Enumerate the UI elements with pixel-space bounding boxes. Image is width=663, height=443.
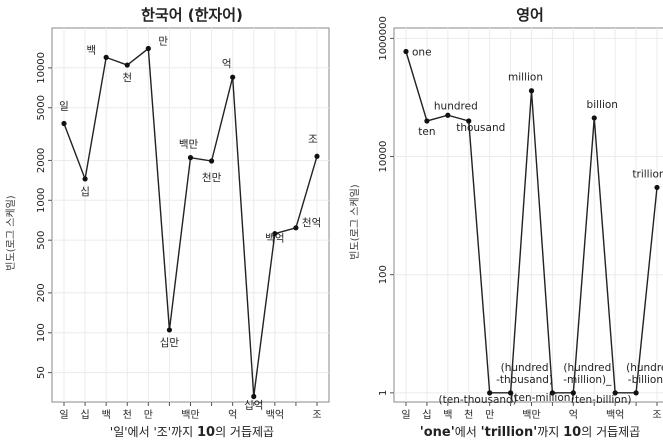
x-tick-label: 백만 xyxy=(181,409,199,421)
y-tick-label: 1000000 xyxy=(378,16,389,61)
chart-title: 영어 xyxy=(516,6,544,24)
data-label: (hundred-billion)_ xyxy=(626,362,663,386)
data-label: 십만 xyxy=(160,337,180,349)
chart-english: 영어 빈도(로그 스케일) one ten hundred thousand (ten-… xyxy=(349,6,663,440)
data-label: 백 xyxy=(86,44,96,56)
x-tick-label: 백억 xyxy=(266,409,284,421)
data-point xyxy=(445,112,451,118)
data-point xyxy=(549,390,556,396)
data-label: billion xyxy=(587,99,618,111)
data-label: million xyxy=(508,72,543,84)
data-label: (ten-thousand) xyxy=(439,394,517,406)
data-point xyxy=(166,327,173,333)
data-point xyxy=(251,393,257,400)
x-ticks: 일 십 백 천 만 백만 억 백억 조 xyxy=(401,402,662,421)
data-point xyxy=(403,48,409,55)
y-tick-label: 200 xyxy=(36,283,47,302)
plot-panel xyxy=(393,27,663,403)
data-label: 천억 xyxy=(302,217,321,229)
data-label: 천만 xyxy=(202,172,222,184)
data-point xyxy=(187,155,194,161)
x-tick-label: 일 xyxy=(401,409,410,421)
data-point xyxy=(633,390,639,396)
y-tick-label: 10000 xyxy=(378,141,389,173)
data-point xyxy=(61,120,67,127)
y-tick-label: 100 xyxy=(36,323,47,342)
data-point xyxy=(145,45,151,52)
data-label: 조 xyxy=(308,133,318,145)
x-axis-label: 'one'에서 'trillion'까지 10의 거듭제곱 xyxy=(420,425,641,440)
data-label: 천 xyxy=(122,72,132,84)
data-point xyxy=(208,158,215,164)
y-tick-label: 500 xyxy=(36,231,47,250)
x-axis-label: '일'에서 '조'까지 10의 거듭제곱 xyxy=(110,425,274,440)
data-point xyxy=(124,62,130,68)
data-point xyxy=(507,390,514,396)
data-label: 일 xyxy=(59,100,69,113)
data-point xyxy=(487,390,493,396)
data-point xyxy=(293,225,299,231)
data-label: ten xyxy=(418,126,435,138)
data-point xyxy=(230,74,236,80)
y-tick-label: 1000 xyxy=(36,188,47,213)
y-axis-label: 빈도(로그 스케일) xyxy=(5,195,17,270)
data-point xyxy=(82,176,88,182)
data-point xyxy=(570,390,576,396)
data-label: 백만 xyxy=(179,139,199,151)
data-label: 만 xyxy=(158,36,168,48)
data-label: 백억 xyxy=(265,233,284,245)
x-tick-label: 일 xyxy=(59,409,68,421)
x-tick-label: 백 xyxy=(102,409,111,421)
data-point xyxy=(424,118,430,124)
series: one ten hundred thousand (ten-thousand) (hund… xyxy=(403,47,663,406)
x-tick-label: 십 xyxy=(422,409,431,421)
data-label: (ten-million) xyxy=(510,392,574,404)
x-tick-label: 억 xyxy=(569,409,578,421)
y-ticks: 50 100 200 500 1000 2000 5000 10000 xyxy=(36,52,52,379)
data-label: (ten-billion) xyxy=(571,394,632,406)
data-label: trillion xyxy=(632,168,663,180)
y-tick-label: 10000 xyxy=(36,52,47,84)
data-point xyxy=(103,54,109,60)
data-point xyxy=(591,115,597,121)
chart-korean: 한국어 (한자어) 빈도(로그 스케일) 일십백천만십만백만천만억십억백억천억조… xyxy=(5,6,330,440)
data-label: thousand xyxy=(456,122,505,134)
x-tick-label: 백만 xyxy=(522,409,540,421)
data-point xyxy=(272,231,278,237)
x-tick-label: 억 xyxy=(228,409,237,421)
y-ticks: 1 100 10000 1000000 xyxy=(378,16,394,396)
x-ticks: 일 십 백 천 만 백만 억 백억 조 xyxy=(59,402,322,421)
x-tick-label: 백억 xyxy=(606,409,624,421)
data-point xyxy=(528,88,535,94)
y-tick-label: 100 xyxy=(378,265,389,284)
chart-title: 한국어 (한자어) xyxy=(141,6,243,24)
x-tick-label: 만 xyxy=(485,409,494,421)
y-tick-label: 50 xyxy=(36,366,47,379)
data-point xyxy=(314,153,320,159)
data-label: (hundred -thousand) xyxy=(496,362,553,386)
x-tick-label: 조 xyxy=(312,410,321,421)
data-label: 억 xyxy=(222,58,232,70)
data-label: 십 xyxy=(80,186,90,198)
data-point xyxy=(612,390,618,396)
y-tick-label: 5000 xyxy=(36,95,47,120)
y-tick-label: 2000 xyxy=(36,148,47,173)
data-label: one xyxy=(412,47,432,59)
x-tick-label: 천 xyxy=(123,409,132,421)
data-point xyxy=(654,184,660,191)
data-label: (hundred -million)_ xyxy=(563,362,612,386)
x-tick-label: 천 xyxy=(464,409,473,421)
x-tick-label: 십 xyxy=(80,409,89,421)
y-axis-label: 빈도(로그 스케일) xyxy=(349,184,361,259)
y-tick-label: 1 xyxy=(378,390,389,396)
x-tick-label: 만 xyxy=(144,409,153,421)
x-tick-label: 조 xyxy=(652,410,661,421)
data-point xyxy=(466,118,472,124)
x-tick-label: 백 xyxy=(443,409,452,421)
data-label: hundred xyxy=(434,100,478,112)
